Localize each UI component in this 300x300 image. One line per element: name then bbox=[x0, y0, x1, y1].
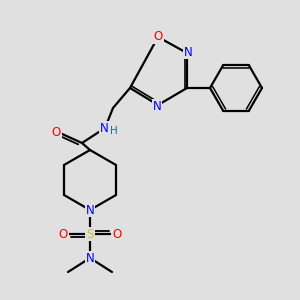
Text: O: O bbox=[153, 31, 163, 44]
Text: O: O bbox=[51, 127, 61, 140]
Text: N: N bbox=[85, 203, 94, 217]
Text: O: O bbox=[58, 227, 68, 241]
Text: N: N bbox=[85, 251, 94, 265]
Text: O: O bbox=[112, 227, 122, 241]
Text: N: N bbox=[184, 46, 192, 59]
Text: S: S bbox=[86, 227, 94, 241]
Text: N: N bbox=[153, 100, 161, 112]
Text: H: H bbox=[110, 126, 118, 136]
Text: N: N bbox=[100, 122, 108, 134]
